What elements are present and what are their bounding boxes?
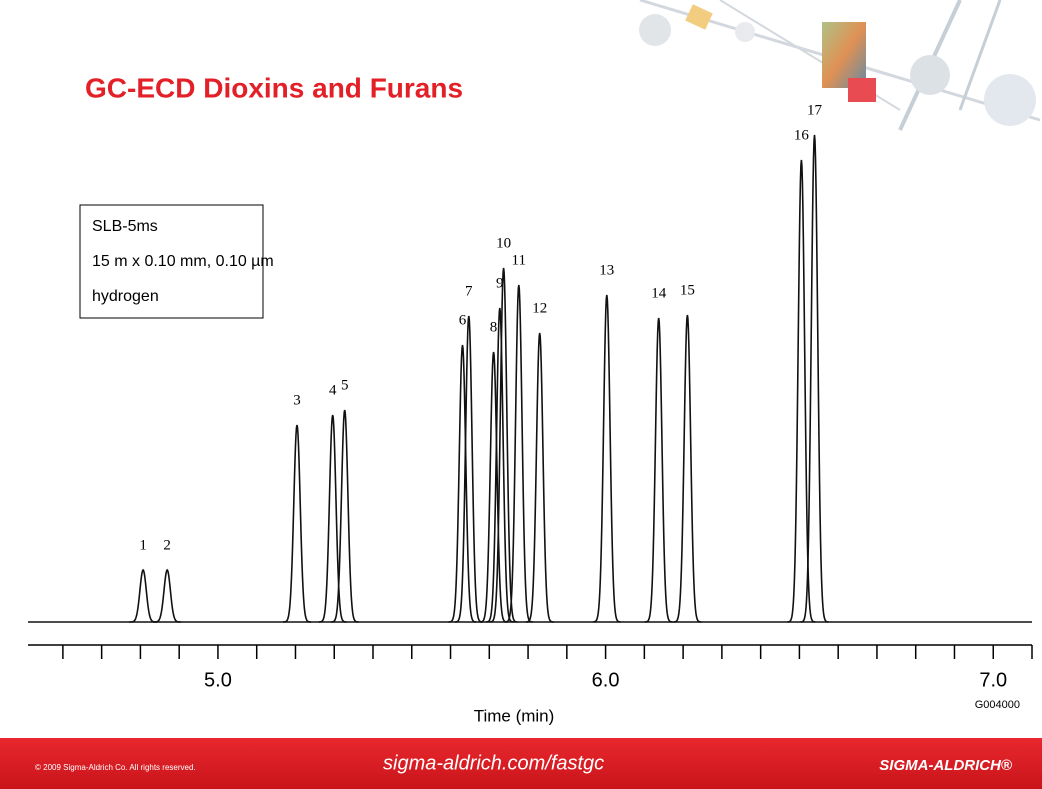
info-line: hydrogen	[92, 288, 159, 305]
peak	[787, 159, 816, 623]
peak	[504, 284, 533, 623]
peak	[129, 568, 158, 623]
peak-label: 12	[532, 300, 547, 316]
x-tick-label: 5.0	[204, 669, 232, 691]
info-line: 15 m x 0.10 mm, 0.10 µm	[92, 253, 274, 270]
peak-label: 1	[139, 537, 147, 553]
peak	[153, 568, 182, 623]
peak-label: 13	[599, 262, 614, 278]
peak	[330, 409, 359, 623]
peak	[283, 424, 311, 623]
peak	[448, 344, 477, 623]
decoration	[639, 0, 1041, 131]
x-tick-label: 7.0	[979, 669, 1007, 691]
peak-label: 2	[163, 537, 171, 553]
peak-label: 16	[794, 127, 810, 143]
slide-title: GC-ECD Dioxins and Furans	[85, 72, 463, 103]
peak-label: 3	[293, 392, 301, 408]
info-box: SLB-5ms 15 m x 0.10 mm, 0.10 µm hydrogen	[79, 204, 274, 319]
peak-label: 6	[459, 312, 467, 328]
peak-label: 11	[512, 252, 526, 268]
peak-label: 17	[807, 102, 823, 118]
peak-label: 4	[329, 382, 337, 398]
peak-label: 15	[680, 282, 695, 298]
peak	[592, 294, 621, 623]
peak-label: 9	[496, 275, 504, 291]
x-tick-label: 6.0	[592, 669, 620, 691]
peak	[800, 134, 829, 623]
info-line: SLB-5ms	[92, 218, 158, 235]
figure-code: G004000	[975, 699, 1020, 711]
copyright: © 2009 Sigma-Aldrich Co. All rights rese…	[35, 763, 196, 772]
peak	[673, 314, 702, 623]
peak-label: 7	[465, 283, 473, 299]
footer: © 2009 Sigma-Aldrich Co. All rights rese…	[0, 738, 1042, 789]
peak	[644, 317, 673, 623]
x-axis-title: Time (min)	[474, 706, 555, 725]
peak	[454, 315, 483, 623]
peak	[318, 414, 347, 623]
peak	[489, 267, 518, 623]
peak	[525, 332, 554, 623]
peak-label: 8	[490, 319, 498, 335]
peak	[479, 351, 508, 623]
brand: SIGMA-ALDRICH®	[879, 757, 1013, 774]
peak-label: 10	[496, 235, 511, 251]
peak-label: 5	[341, 377, 349, 393]
peak-label: 14	[651, 285, 667, 301]
footer-url[interactable]: sigma-aldrich.com/fastgc	[383, 752, 604, 774]
